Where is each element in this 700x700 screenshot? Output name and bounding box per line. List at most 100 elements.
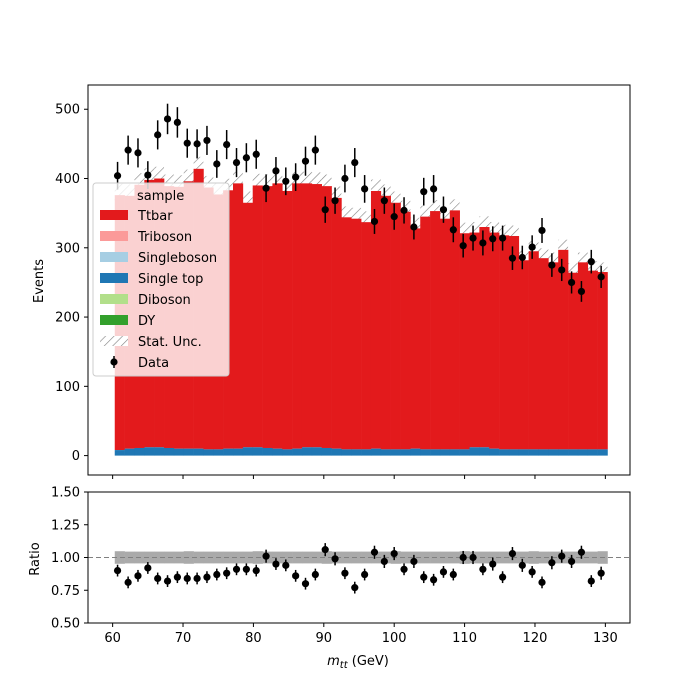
legend-swatch-stat-unc bbox=[100, 336, 128, 346]
x-tick-label: 90 bbox=[316, 631, 333, 646]
single-top-bar bbox=[558, 449, 569, 456]
legend-label: Stat. Unc. bbox=[138, 335, 202, 350]
x-axis-label-unit: (GeV) bbox=[348, 654, 389, 669]
legend-label: Triboson bbox=[137, 230, 192, 245]
single-top-bar bbox=[321, 447, 332, 456]
legend-label: Diboson bbox=[138, 293, 191, 308]
data-point bbox=[292, 173, 300, 181]
ratio-point bbox=[518, 561, 526, 569]
ratio-y-tick-label: 1.25 bbox=[51, 518, 80, 533]
single-top-bar bbox=[301, 447, 313, 456]
y-tick-label: 400 bbox=[55, 172, 80, 187]
main-x-ticks bbox=[112, 475, 606, 479]
data-point bbox=[498, 234, 507, 242]
data-point bbox=[410, 223, 418, 231]
ratio-unc-band bbox=[154, 551, 165, 564]
ratio-unc-band bbox=[114, 551, 125, 564]
ttbar-bar bbox=[311, 184, 322, 448]
data-point bbox=[577, 287, 586, 296]
ratio-point bbox=[459, 553, 467, 562]
ratio-unc-band bbox=[538, 551, 549, 564]
data-point bbox=[163, 115, 172, 123]
single-top-bar bbox=[233, 448, 244, 456]
ratio-point bbox=[193, 574, 201, 583]
single-top-bar bbox=[548, 449, 559, 456]
legend-title: sample bbox=[137, 189, 184, 204]
ttbar-bar bbox=[262, 186, 273, 448]
ratio-point bbox=[262, 552, 270, 560]
data-point bbox=[113, 172, 122, 180]
ttbar-bar bbox=[449, 210, 460, 450]
legend-entry: Data bbox=[110, 356, 169, 371]
data-point bbox=[469, 234, 477, 242]
ratio-point bbox=[321, 546, 329, 554]
single-top-bar bbox=[361, 449, 372, 456]
ratio-unc-band bbox=[242, 551, 254, 564]
ratio-point bbox=[370, 548, 379, 556]
single-top-bar bbox=[124, 448, 135, 456]
single-top-bar bbox=[262, 447, 273, 456]
ratio-point bbox=[380, 557, 388, 566]
data-point bbox=[439, 206, 448, 214]
single-top-bar bbox=[577, 449, 589, 456]
ratio-point bbox=[430, 576, 438, 584]
stat-unc-band bbox=[370, 179, 381, 203]
single-top-bar bbox=[341, 449, 352, 456]
data-point bbox=[430, 185, 438, 193]
ratio-y-tick-label: 1.50 bbox=[51, 486, 80, 501]
ratio-point bbox=[567, 557, 576, 566]
single-top-bar bbox=[164, 447, 175, 456]
single-top-bar bbox=[430, 449, 441, 456]
ttbar-bar bbox=[538, 258, 549, 450]
ratio-point bbox=[163, 577, 172, 585]
legend-swatch bbox=[100, 210, 128, 220]
single-top-bar bbox=[380, 449, 391, 456]
ttbar-bar bbox=[528, 251, 539, 450]
data-point bbox=[203, 136, 211, 145]
data-point bbox=[548, 261, 556, 269]
ttbar-bar bbox=[479, 227, 490, 448]
data-point bbox=[449, 226, 457, 234]
legend: sample Ttbar Triboson Singleboson Single to… bbox=[92, 182, 230, 377]
x-axis-label-variable: m bbox=[327, 654, 340, 669]
ttbar-bar bbox=[292, 183, 303, 449]
ratio-point bbox=[361, 570, 369, 579]
x-axis-label: mtt (GeV) bbox=[327, 654, 389, 671]
single-top-bar bbox=[311, 447, 322, 456]
ratio-unc-band bbox=[400, 551, 411, 564]
ratio-point bbox=[203, 573, 211, 581]
single-top-bar bbox=[528, 449, 539, 456]
ratio-y-tick-label: 0.50 bbox=[51, 617, 80, 632]
ttbar-bar bbox=[577, 262, 589, 450]
single-top-bar bbox=[154, 447, 165, 456]
data-point bbox=[361, 185, 369, 193]
legend-data-marker bbox=[110, 358, 118, 366]
single-top-bar bbox=[114, 450, 125, 456]
legend-entry: Singleboson bbox=[100, 251, 217, 266]
legend-label: Data bbox=[138, 356, 169, 371]
data-point bbox=[124, 146, 132, 154]
ratio-point bbox=[577, 548, 586, 556]
data-point bbox=[282, 177, 290, 185]
ttbar-bar bbox=[380, 195, 391, 450]
legend-swatch bbox=[100, 273, 128, 283]
ratio-point bbox=[183, 574, 191, 583]
single-top-bar bbox=[538, 449, 549, 456]
y-tick-label: 300 bbox=[55, 241, 80, 256]
ttbar-bar bbox=[321, 186, 332, 448]
single-top-bar bbox=[459, 449, 470, 456]
single-top-bar bbox=[134, 447, 145, 456]
ttbar-bar bbox=[242, 202, 254, 448]
ratio-point bbox=[400, 565, 408, 573]
ttbar-bar bbox=[400, 211, 411, 450]
ratio-point bbox=[558, 552, 566, 560]
data-point bbox=[489, 235, 497, 243]
single-top-bar bbox=[420, 449, 431, 456]
single-top-bar bbox=[370, 448, 382, 456]
data-point bbox=[272, 167, 280, 175]
ttbar-bar bbox=[489, 232, 500, 449]
single-top-bar bbox=[272, 448, 283, 456]
ratio-point bbox=[272, 560, 280, 568]
single-top-bar bbox=[400, 449, 411, 456]
single-top-bar bbox=[597, 449, 608, 456]
